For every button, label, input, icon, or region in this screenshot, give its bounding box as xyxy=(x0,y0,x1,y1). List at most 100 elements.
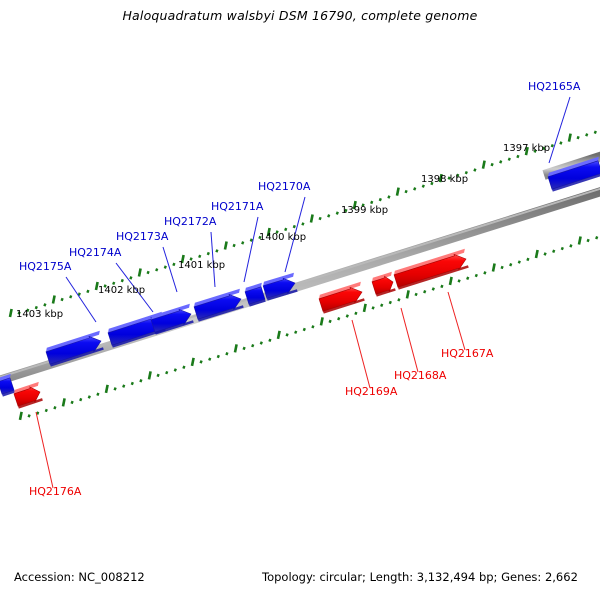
minor-tick-mark xyxy=(79,397,83,402)
gene-label-hq2170a[interactable]: HQ2170A xyxy=(258,180,311,193)
gene-arrow[interactable] xyxy=(318,281,365,314)
minor-tick-mark xyxy=(593,130,597,134)
minor-tick-mark xyxy=(26,308,30,313)
minor-tick-mark xyxy=(198,254,202,259)
major-tick-mark xyxy=(491,263,496,272)
gene-bottom-face xyxy=(322,298,365,314)
minor-tick-mark xyxy=(44,408,48,413)
minor-tick-mark xyxy=(27,414,31,418)
gene-label-hq2168a[interactable]: HQ2168A xyxy=(394,369,447,382)
minor-tick-mark xyxy=(249,238,253,242)
minor-tick-mark xyxy=(130,381,134,386)
gene-label-hq2169a[interactable]: HQ2169A xyxy=(345,385,398,398)
gene-top-face xyxy=(263,272,294,286)
gene-body[interactable] xyxy=(193,293,242,320)
minor-tick-mark xyxy=(516,154,520,159)
gene-label-hq2167a[interactable]: HQ2167A xyxy=(441,347,494,360)
major-tick-mark xyxy=(61,398,66,407)
forward-strand-genes[interactable] xyxy=(0,156,600,397)
gene-bottom-face xyxy=(551,173,600,192)
gene-top-face xyxy=(394,248,465,275)
gene-arrow[interactable] xyxy=(13,381,43,409)
major-tick-mark xyxy=(405,290,410,299)
gene-label-hq2175a[interactable]: HQ2175A xyxy=(19,260,72,273)
gene-arrow[interactable] xyxy=(150,303,194,335)
minor-tick-mark xyxy=(87,395,91,399)
minor-tick-mark xyxy=(215,249,219,253)
minor-tick-mark xyxy=(34,305,38,310)
gene-label-hq2172a[interactable]: HQ2172A xyxy=(164,215,217,228)
minor-tick-mark xyxy=(216,354,220,359)
gene-body[interactable] xyxy=(318,286,363,312)
minor-tick-mark xyxy=(70,400,74,405)
minor-tick-mark xyxy=(337,316,341,321)
gene-arrow[interactable] xyxy=(393,248,469,290)
minor-tick-mark xyxy=(550,143,554,148)
gene-arrow[interactable] xyxy=(107,311,166,348)
gene-body[interactable] xyxy=(547,160,600,190)
gene-arrow[interactable] xyxy=(0,373,15,397)
minor-tick-mark xyxy=(500,265,504,270)
minor-tick-mark xyxy=(509,263,513,267)
gene-arrow[interactable] xyxy=(547,156,600,192)
gene-arrow[interactable] xyxy=(244,282,266,307)
minor-tick-mark xyxy=(17,311,21,315)
minor-tick-mark xyxy=(302,327,306,332)
coordinate-label: 1401 kbp xyxy=(178,260,225,271)
minor-tick-mark xyxy=(172,262,176,267)
major-tick-mark xyxy=(352,200,357,210)
minor-tick-mark xyxy=(404,189,408,194)
gene-label-hq2176a[interactable]: HQ2176A xyxy=(29,485,82,498)
minor-tick-mark xyxy=(387,195,391,199)
major-tick-mark xyxy=(448,276,453,286)
minor-tick-mark xyxy=(173,368,177,372)
leader-line-hq2170a xyxy=(284,196,306,273)
major-tick-mark xyxy=(438,173,443,183)
minor-tick-mark xyxy=(421,184,425,188)
reverse-strand-genes[interactable] xyxy=(13,248,469,409)
major-tick-mark xyxy=(534,249,539,259)
major-tick-mark xyxy=(8,308,13,318)
minor-tick-mark xyxy=(206,251,210,256)
minor-tick-mark xyxy=(43,303,47,307)
major-tick-mark xyxy=(223,241,228,250)
minor-tick-mark xyxy=(294,330,298,334)
gene-body[interactable] xyxy=(393,253,467,288)
major-tick-mark xyxy=(481,160,486,169)
gene-label-hq2171a[interactable]: HQ2171A xyxy=(211,200,264,213)
coordinate-label: 1398 kbp xyxy=(421,174,468,185)
minor-tick-mark xyxy=(113,387,117,391)
gene-label-hq2173a[interactable]: HQ2173A xyxy=(116,230,169,243)
gene-arrow[interactable] xyxy=(45,330,104,367)
genome-stats-text: Topology: circular; Length: 3,132,494 bp… xyxy=(262,570,578,584)
leader-line-hq2175a xyxy=(65,276,97,323)
gene-label-hq2174a[interactable]: HQ2174A xyxy=(69,246,122,259)
gene-arrow[interactable] xyxy=(371,271,396,297)
minor-tick-mark xyxy=(354,311,358,316)
gene-label-hq2165a[interactable]: HQ2165A xyxy=(528,80,581,93)
minor-tick-mark xyxy=(165,370,169,375)
major-tick-mark xyxy=(266,227,271,237)
gene-arrow[interactable] xyxy=(193,288,244,322)
minor-tick-mark xyxy=(517,260,521,264)
gene-bottom-face xyxy=(2,390,15,397)
minor-tick-mark xyxy=(163,265,167,269)
minor-tick-mark xyxy=(423,290,427,294)
gene-bottom-face xyxy=(248,299,266,307)
minor-tick-mark xyxy=(182,365,186,370)
minor-tick-mark xyxy=(86,289,90,294)
major-tick-mark xyxy=(309,214,314,223)
gene-body[interactable] xyxy=(13,386,41,407)
major-tick-mark xyxy=(147,371,152,380)
minor-tick-mark xyxy=(447,176,451,180)
minor-tick-mark xyxy=(431,287,435,291)
minor-tick-mark xyxy=(284,227,288,232)
minor-tick-mark xyxy=(595,236,599,240)
minor-tick-mark xyxy=(327,214,331,218)
gene-bottom-face xyxy=(197,305,244,322)
leader-line-hq2171a xyxy=(243,216,259,283)
gene-top-face xyxy=(13,381,39,394)
gene-arrow[interactable] xyxy=(262,272,298,301)
